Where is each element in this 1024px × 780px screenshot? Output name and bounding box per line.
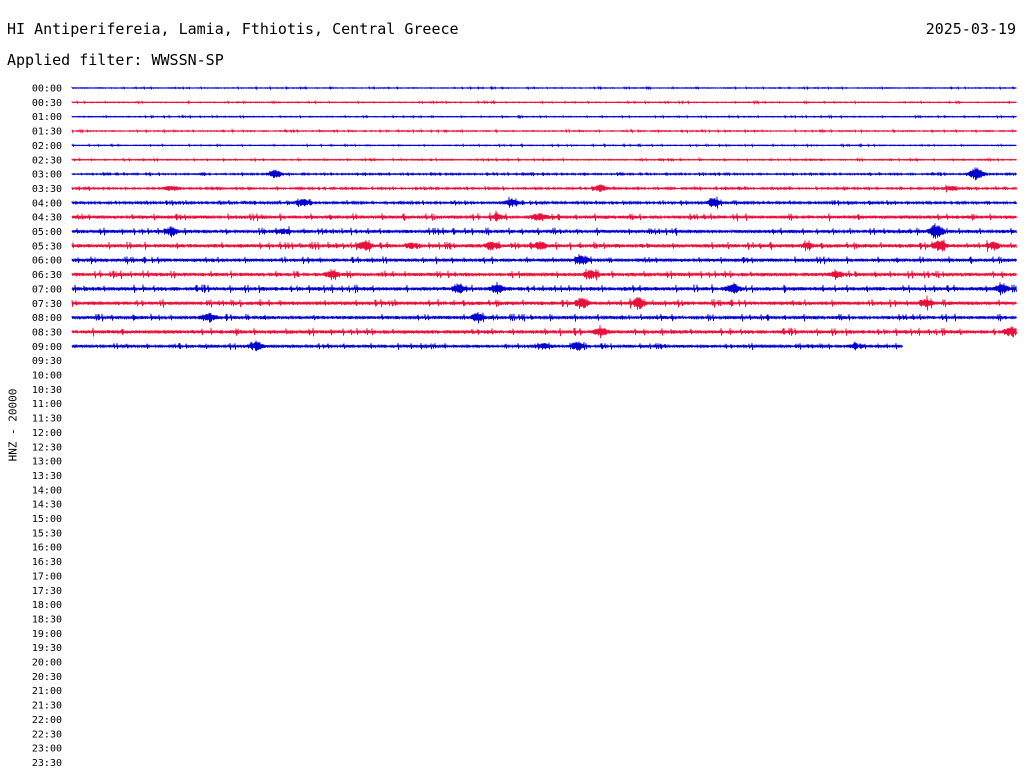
time-label: 22:00: [32, 715, 62, 726]
time-label: 14:30: [32, 500, 62, 511]
time-label: 15:30: [32, 528, 62, 539]
time-label: 11:00: [32, 399, 62, 410]
seismic-trace-0730: [71, 295, 1017, 311]
time-label: 00:30: [32, 98, 62, 109]
time-label: 22:30: [32, 729, 62, 740]
time-label: 01:30: [32, 127, 62, 138]
time-label: 03:30: [32, 184, 62, 195]
seismic-trace-0600: [71, 254, 1017, 265]
time-label: 04:00: [32, 198, 62, 209]
time-label: 09:00: [32, 342, 62, 353]
seismic-trace-0500: [71, 223, 1017, 239]
time-label: 15:00: [32, 514, 62, 525]
time-label: 02:30: [32, 155, 62, 166]
seismic-trace-0900: [71, 340, 904, 352]
seismic-trace-0200: [71, 142, 1017, 149]
time-label: 21:00: [32, 686, 62, 697]
seismic-trace-0330: [71, 184, 1017, 193]
time-label: 11:30: [32, 414, 62, 425]
time-label: 01:00: [32, 112, 62, 123]
time-label: 02:00: [32, 141, 62, 152]
seismic-trace-0030: [71, 99, 1017, 105]
seismic-trace-0130: [71, 128, 1017, 134]
seismic-trace-0230: [71, 156, 1017, 163]
time-label: 04:30: [32, 213, 62, 224]
time-label: 17:00: [32, 571, 62, 582]
time-label: 18:00: [32, 600, 62, 611]
time-label: 06:00: [32, 256, 62, 267]
time-label: 03:00: [32, 170, 62, 181]
seismic-trace-0100: [71, 114, 1017, 120]
filter-label: Applied filter: WWSSN-SP: [7, 51, 224, 69]
time-label: 10:30: [32, 385, 62, 396]
time-label: 00:00: [32, 84, 62, 95]
time-label: 12:30: [32, 442, 62, 453]
time-label: 21:30: [32, 701, 62, 712]
time-label: 10:00: [32, 371, 62, 382]
seismic-trace-0800: [71, 311, 1017, 324]
time-label: 05:30: [32, 241, 62, 252]
seismic-trace-0000: [71, 85, 1017, 91]
time-label: 23:00: [32, 744, 62, 755]
seismic-trace-0630: [71, 268, 1017, 281]
time-label: 14:00: [32, 485, 62, 496]
time-label: 16:30: [32, 557, 62, 568]
time-label: 19:30: [32, 643, 62, 654]
time-label: 07:30: [32, 299, 62, 310]
time-label: 13:00: [32, 457, 62, 468]
seismic-trace-0300: [71, 167, 1017, 181]
seismic-trace-0400: [71, 196, 1017, 209]
time-label: 19:00: [32, 629, 62, 640]
time-labels: 00:00 00:30 01:00 01:30 02:00 02:30 03:00 03:30…: [32, 84, 62, 769]
time-label: 07:00: [32, 284, 62, 295]
time-label: 23:30: [32, 758, 62, 769]
seismic-traces: [71, 85, 1017, 352]
time-label: 17:30: [32, 586, 62, 597]
time-label: 06:30: [32, 270, 62, 281]
time-label: 05:00: [32, 227, 62, 238]
seismic-trace-0530: [71, 239, 1017, 252]
time-label: 20:00: [32, 658, 62, 669]
seismic-trace-0830: [71, 325, 1017, 339]
time-label: 20:30: [32, 672, 62, 683]
time-label: 13:30: [32, 471, 62, 482]
time-label: 12:00: [32, 428, 62, 439]
plot-date: 2025-03-19: [925, 20, 1016, 38]
time-label: 18:30: [32, 614, 62, 625]
time-label: 16:00: [32, 543, 62, 554]
time-label: 08:30: [32, 327, 62, 338]
seismic-trace-0430: [71, 210, 1017, 222]
time-label: 08:00: [32, 313, 62, 324]
seismic-trace-0700: [71, 281, 1017, 296]
time-label: 09:30: [32, 356, 62, 367]
station-title: HI Antiperifereia, Lamia, Fthiotis, Cent…: [7, 20, 459, 38]
